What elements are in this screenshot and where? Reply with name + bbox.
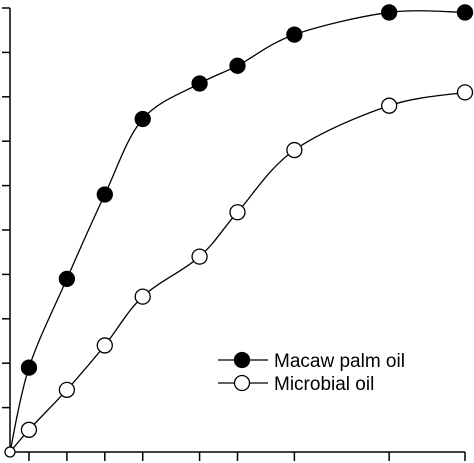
legend-marker-microbial-oil <box>233 374 251 392</box>
data-point-microbial-oil <box>381 97 398 114</box>
legend-marker-macaw-palm-oil <box>233 351 251 369</box>
data-point-microbial-oil <box>134 288 151 305</box>
data-point-microbial-oil <box>286 141 303 159</box>
legend-label-macaw-palm-oil: Macaw palm oil <box>274 351 405 372</box>
series-curves <box>9 10 466 453</box>
legend: Macaw palm oil Microbial oil <box>218 351 405 395</box>
data-point-microbial-oil <box>229 204 246 221</box>
data-point-macaw-palm-oil <box>286 26 303 43</box>
series-line-microbial-oil <box>9 91 466 453</box>
data-point-macaw-palm-oil <box>20 359 38 376</box>
data-point-microbial-oil <box>20 421 38 438</box>
data-point-microbial-oil <box>96 337 113 354</box>
legend-label-microbial-oil: Microbial oil <box>274 374 374 395</box>
data-point-macaw-palm-oil <box>96 186 113 203</box>
data-point-microbial-oil <box>191 248 208 265</box>
data-point-macaw-palm-oil <box>456 4 474 21</box>
series-markers <box>4 4 474 458</box>
series-line-macaw-palm-oil <box>9 10 466 453</box>
data-point-macaw-palm-oil <box>191 75 208 92</box>
axes <box>2 7 466 461</box>
data-point-macaw-palm-oil <box>381 4 398 21</box>
data-point-microbial-oil <box>456 84 474 101</box>
data-point-macaw-palm-oil <box>229 57 246 74</box>
data-point-origin <box>4 446 16 458</box>
data-point-microbial-oil <box>58 381 76 398</box>
data-point-macaw-palm-oil <box>134 110 151 128</box>
data-point-macaw-palm-oil <box>58 270 76 287</box>
